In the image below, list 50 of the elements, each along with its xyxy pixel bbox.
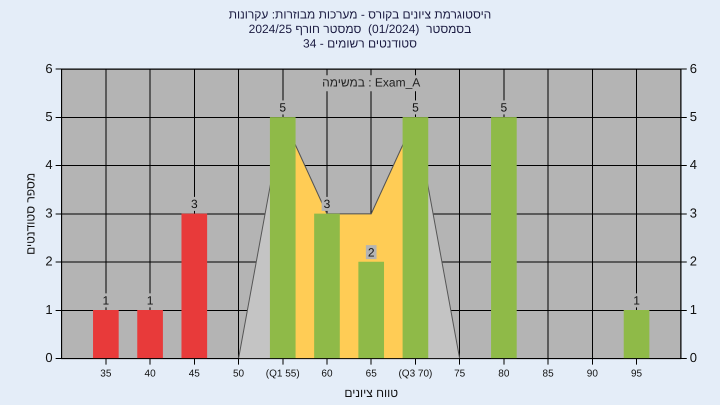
x-tick-label: (Q1 55) [266,368,300,380]
data-label: 5 [279,100,286,115]
data-label: 5 [500,100,508,115]
y2-tick-label: 0 [690,350,698,366]
bar [270,117,296,358]
bar [491,117,517,358]
y2-tick-label: 2 [690,254,698,269]
x-tick-label: 65 [366,368,378,380]
x-tick-label: 35 [100,368,112,380]
x-axis-title: טווח ציונים [344,386,398,400]
annotation: במשימה : Exam_A [322,76,420,90]
data-label: 3 [190,197,198,212]
x-tick-label: 40 [144,368,156,380]
y-tick-label: 4 [45,157,53,172]
x-tick-label: 45 [188,368,200,380]
y2-tick-label: 3 [690,205,698,220]
y-tick-label: 1 [45,302,53,317]
chart-subtitle: בסמסטר (01/2024) סמסטר חורף 2024/25 סטודנטים רשומים - 34 [248,22,472,50]
y-tick-label: 0 [45,350,53,366]
data-label: 1 [633,294,640,308]
x-tick-label: 90 [586,368,598,380]
bar [402,117,428,358]
y-tick-label: 5 [45,109,53,124]
bar [624,310,650,358]
x-tick-label: 50 [232,368,245,380]
bar [181,214,208,358]
y-tick-label: 2 [45,254,53,269]
y2-tick-label: 6 [690,60,698,76]
bar [93,310,119,358]
y-tick-label: 3 [45,205,53,220]
y2-tick-label: 5 [690,109,698,124]
bar [314,214,340,358]
x-tick-label: 95 [630,368,643,380]
chart-title: היסטוגרמת ציונים בקורס - מערכות מבוזרות: עקרונות [228,8,492,22]
bar [358,262,384,358]
data-label: 3 [324,197,331,212]
x-tick-label: 75 [454,368,466,380]
x-tick-label: 60 [321,368,333,380]
x-tick-label: (Q3 70) [398,368,432,380]
data-label: 5 [412,100,420,115]
data-label: 1 [102,294,110,308]
y2-tick-label: 4 [690,157,698,172]
x-tick-label: 85 [542,368,554,380]
y-axis-title: מספר סטודנטים [24,172,38,255]
data-label: 1 [146,294,154,308]
y-tick-label: 6 [45,60,53,76]
data-label: 2 [368,245,375,260]
y2-tick-label: 1 [690,302,698,317]
bar [137,310,163,358]
x-tick-label: 80 [498,368,510,380]
